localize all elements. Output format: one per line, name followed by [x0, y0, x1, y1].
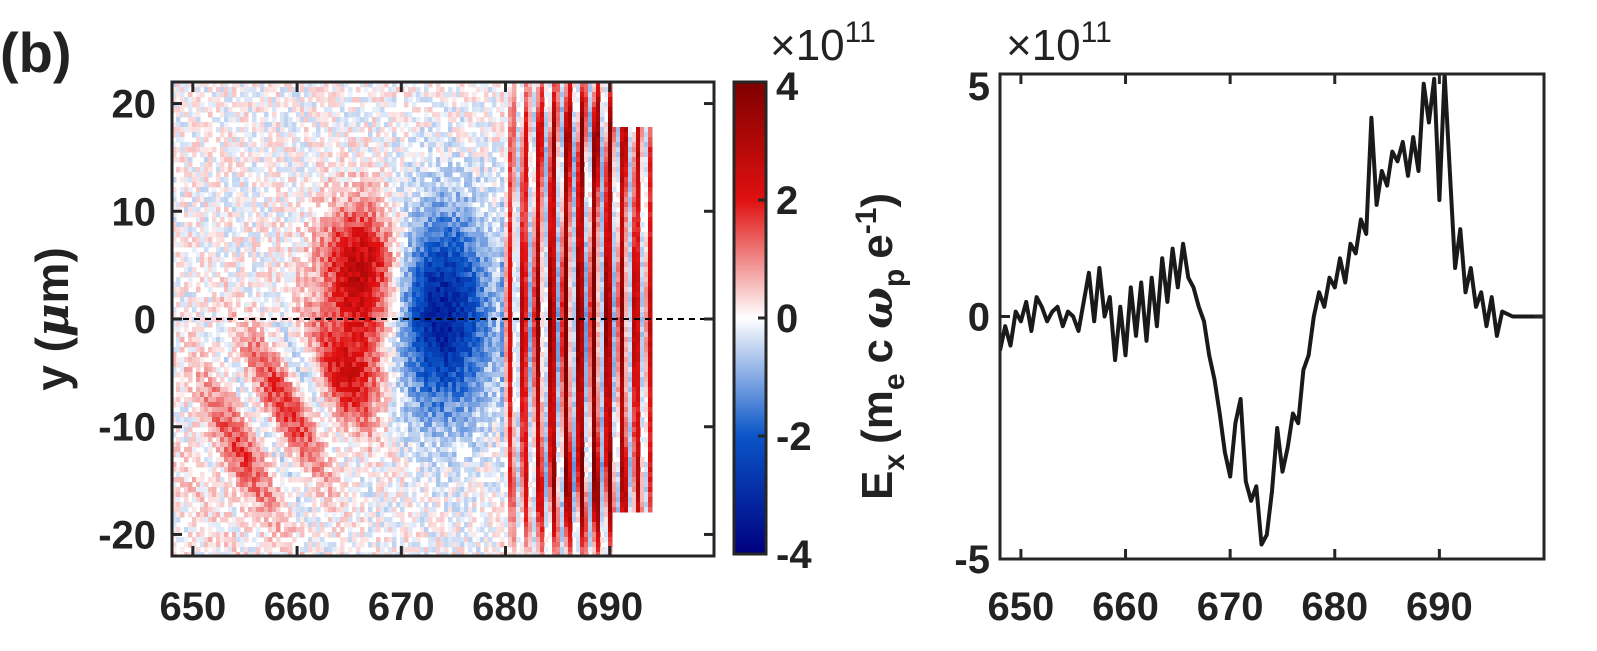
line-xtick-label: 650	[988, 585, 1055, 629]
heatmap-ytick-label: 20	[112, 83, 157, 127]
line-xtick-label: 690	[1406, 585, 1473, 629]
line-ytick-label: 0	[968, 296, 990, 340]
heatmap-xtick-label: 670	[368, 585, 435, 629]
heatmap-ytick-label: 0	[134, 298, 156, 342]
line-ytick-label: 5	[968, 65, 990, 109]
line-xtick-label: 670	[1197, 585, 1264, 629]
heatmap-panel: 650 660 670 680 690 20 10 0 -10 -20 y (μm)	[25, 80, 716, 629]
line-series-ex	[1000, 74, 1544, 547]
heatmap-xtick-label: 650	[159, 585, 226, 629]
heatmap-xtick-label: 660	[264, 585, 331, 629]
heatmap-field	[172, 82, 653, 556]
colorbar-tick-label: 4	[776, 65, 799, 109]
colorbar-label: Ex(mecωpe-1)	[850, 193, 911, 500]
panel-label: (b)	[0, 21, 72, 84]
heatmap-ticks: 650 660 670 680 690 20 10 0 -10 -20	[98, 82, 714, 629]
line-plot-area	[1000, 74, 1544, 547]
colorbar: 4 2 0 -2 -4 ×1011 Ex(mecωpe-1)	[732, 16, 911, 577]
heatmap-xtick-label: 690	[576, 585, 643, 629]
line-xtick-label: 660	[1092, 585, 1159, 629]
line-ytick-label: -5	[954, 538, 990, 582]
colorbar-tick-label: -2	[776, 415, 812, 459]
heatmap-ytick-label: 10	[112, 190, 157, 234]
heatmap-ytick-label: -20	[98, 513, 156, 557]
heatmap-xtick-label: 680	[472, 585, 539, 629]
colorbar-exponent: ×1011	[770, 16, 876, 70]
line-exponent: ×1011	[1006, 16, 1112, 70]
line-xtick-label: 680	[1301, 585, 1368, 629]
heatmap-ylabel: y (μm)	[25, 247, 79, 391]
colorbar-tick-label: 2	[776, 179, 798, 223]
line-panel: 650 660 670 680 690 5 0 -5 ×1011	[954, 16, 1546, 629]
heatmap-ytick-label: -10	[98, 406, 156, 450]
colorbar-tick-label: -4	[776, 533, 812, 577]
line-ticks: 650 660 670 680 690 5 0 -5	[954, 65, 1544, 629]
colorbar-tick-label: 0	[776, 297, 798, 341]
colorbar-ticks: 4 2 0 -2 -4	[758, 65, 812, 577]
